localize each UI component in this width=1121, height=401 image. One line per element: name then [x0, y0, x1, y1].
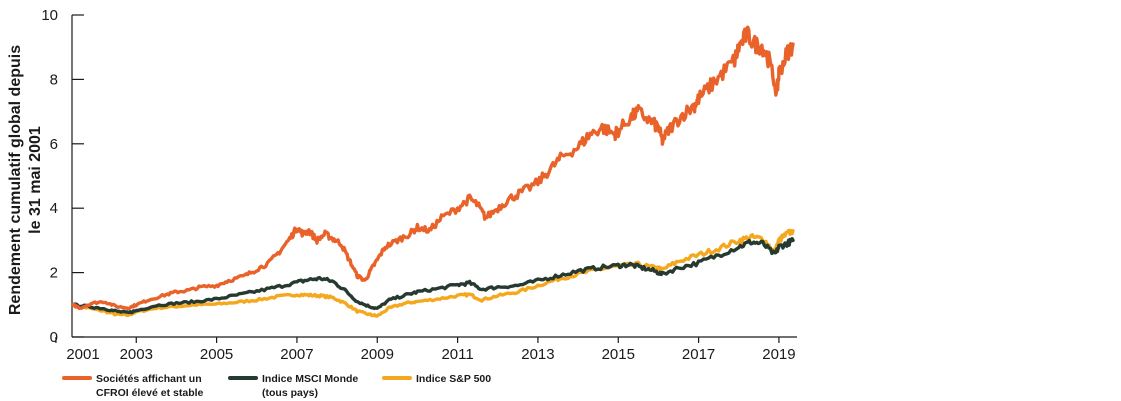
legend-label: Indice S&P 500: [416, 373, 491, 385]
y-axis-label-line-1: Rendement cumulatif global depuis: [7, 45, 24, 315]
x-tick-label: 2011: [441, 346, 473, 363]
legend-label: Indice MSCI Monde: [262, 373, 358, 385]
series-line-indice-s-p-500: [71, 228, 795, 318]
series-line-indice-msci-monde-tous-pays: [71, 237, 795, 315]
y-tick-label: 6: [50, 136, 58, 153]
legend: Sociétés affichant un CFROI élevé et stab…: [62, 373, 491, 399]
y-ticks: 0 2 4 6 8 10: [41, 7, 84, 346]
y-tick-label: 4: [50, 200, 58, 217]
x-tick-label: 2013: [521, 346, 554, 363]
y-tick-label: 0: [50, 329, 58, 346]
y-axis-label-line-2: le 31 mai 2001: [27, 126, 44, 234]
axes: [71, 15, 797, 338]
x-tick-label: 2019: [762, 346, 795, 363]
y-tick-label: 8: [50, 71, 58, 88]
legend-label: (tous pays): [262, 387, 318, 399]
x-ticks: 2001 2003 2005 2007 2009 2011 2013 2015 2017 2019: [55, 337, 796, 363]
x-tick-label: 2015: [602, 346, 635, 363]
x-tick-label: 2007: [280, 346, 313, 363]
x-tick-label: 2005: [200, 346, 233, 363]
series-line-soci-t-s-affichant-un-cfroi-lev-et-stable: [71, 25, 795, 311]
x-tick-label: 2009: [361, 346, 394, 363]
x-tick-label: 2017: [682, 346, 715, 363]
x-tick-label: 2003: [120, 346, 153, 363]
y-tick-label: 2: [50, 265, 58, 282]
y-tick-label: 10: [41, 7, 58, 24]
legend-label: CFROI élevé et stable: [96, 387, 204, 399]
x-tick-label: 2001: [66, 346, 99, 363]
y-axis-label: Rendement cumulatif global depuis le 31 …: [7, 45, 44, 315]
series-lines: [71, 25, 795, 318]
legend-label: Sociétés affichant un: [96, 373, 202, 385]
